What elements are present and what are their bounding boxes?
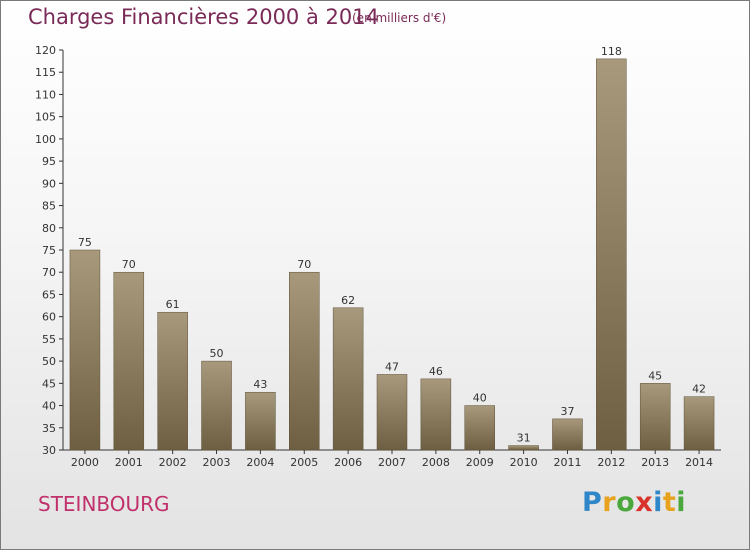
- bars-group: [69, 58, 715, 451]
- y-tick-label: 75: [42, 244, 56, 257]
- logo-letter: o: [616, 487, 636, 518]
- y-tick-label: 55: [42, 333, 56, 346]
- bar: [332, 307, 364, 451]
- y-tick-label: 85: [42, 200, 56, 213]
- y-tick-label: 65: [42, 288, 56, 301]
- bar: [639, 383, 671, 451]
- bar: [289, 271, 320, 451]
- y-tick-label: 100: [35, 133, 56, 146]
- x-tick-label: 2006: [334, 456, 362, 469]
- chart-title: Charges Financières 2000 à 2014: [28, 5, 379, 29]
- data-label: 40: [473, 392, 487, 405]
- logo-letter: P: [582, 487, 603, 518]
- bar: [552, 418, 583, 451]
- x-tick-label: 2007: [378, 456, 406, 469]
- y-tick-label: 120: [35, 44, 56, 57]
- x-tick-label: 2010: [510, 456, 538, 469]
- bar: [157, 311, 188, 451]
- y-tick-label: 45: [42, 377, 56, 390]
- bar: [464, 405, 495, 451]
- bar: [69, 249, 101, 451]
- x-tick-label: 2002: [159, 456, 187, 469]
- y-tick-label: 40: [42, 400, 56, 413]
- data-label: 118: [601, 45, 622, 58]
- logo-letter: r: [602, 487, 617, 518]
- x-tick-label: 2000: [71, 456, 99, 469]
- x-tick-label: 2011: [553, 456, 581, 469]
- bar: [376, 374, 408, 451]
- y-tick-label: 30: [42, 444, 56, 457]
- bar: [420, 378, 452, 451]
- data-label: 70: [122, 258, 136, 271]
- logo-letter: x: [635, 487, 654, 518]
- bar: [683, 396, 715, 451]
- data-labels-group: 75 70 61 50 43 70 62 47 46 40 31 37 118 45 42: [78, 45, 706, 445]
- y-tick-label: 50: [42, 355, 56, 368]
- x-tick-label: 2001: [115, 456, 143, 469]
- commune-name: STEINBOURG: [38, 492, 170, 516]
- x-tick-label: 2012: [597, 456, 625, 469]
- x-tick-label: 2004: [246, 456, 274, 469]
- y-tick-label: 115: [35, 66, 56, 79]
- y-tick-label: 105: [35, 111, 56, 124]
- data-label: 62: [341, 294, 355, 307]
- y-tick-label: 60: [42, 311, 56, 324]
- data-label: 31: [517, 432, 531, 445]
- x-tick-label: 2013: [641, 456, 669, 469]
- data-label: 61: [166, 298, 180, 311]
- y-tick-label: 95: [42, 155, 56, 168]
- bar: [596, 58, 627, 451]
- bar: [245, 391, 276, 451]
- y-tick-label: 90: [42, 177, 56, 190]
- x-tick-label: 2014: [685, 456, 713, 469]
- data-label: 47: [385, 360, 399, 373]
- bar: [201, 360, 232, 451]
- proxiti-logo[interactable]: Proxiti: [582, 487, 686, 518]
- logo-letter: i: [676, 487, 687, 518]
- y-tick-label: 70: [42, 266, 56, 279]
- logo-letter: i: [653, 487, 663, 518]
- y-tick-label: 110: [35, 88, 56, 101]
- data-label: 43: [253, 378, 267, 391]
- x-tick-label: 2009: [466, 456, 494, 469]
- logo-letter: t: [662, 487, 677, 518]
- bar: [508, 445, 539, 451]
- data-label: 46: [429, 365, 443, 378]
- x-tick-label: 2008: [422, 456, 450, 469]
- x-tick-label: 2003: [203, 456, 231, 469]
- y-tick-label: 80: [42, 222, 56, 235]
- x-tick-label: 2005: [290, 456, 318, 469]
- y-tick-label: 35: [42, 422, 56, 435]
- data-label: 37: [560, 405, 574, 418]
- chart-subtitle: (en milliers d'€): [352, 11, 447, 25]
- bar: [113, 271, 145, 451]
- data-label: 75: [78, 236, 92, 249]
- data-label: 42: [692, 383, 706, 396]
- data-label: 45: [648, 369, 662, 382]
- data-label: 50: [210, 347, 224, 360]
- data-label: 70: [297, 258, 311, 271]
